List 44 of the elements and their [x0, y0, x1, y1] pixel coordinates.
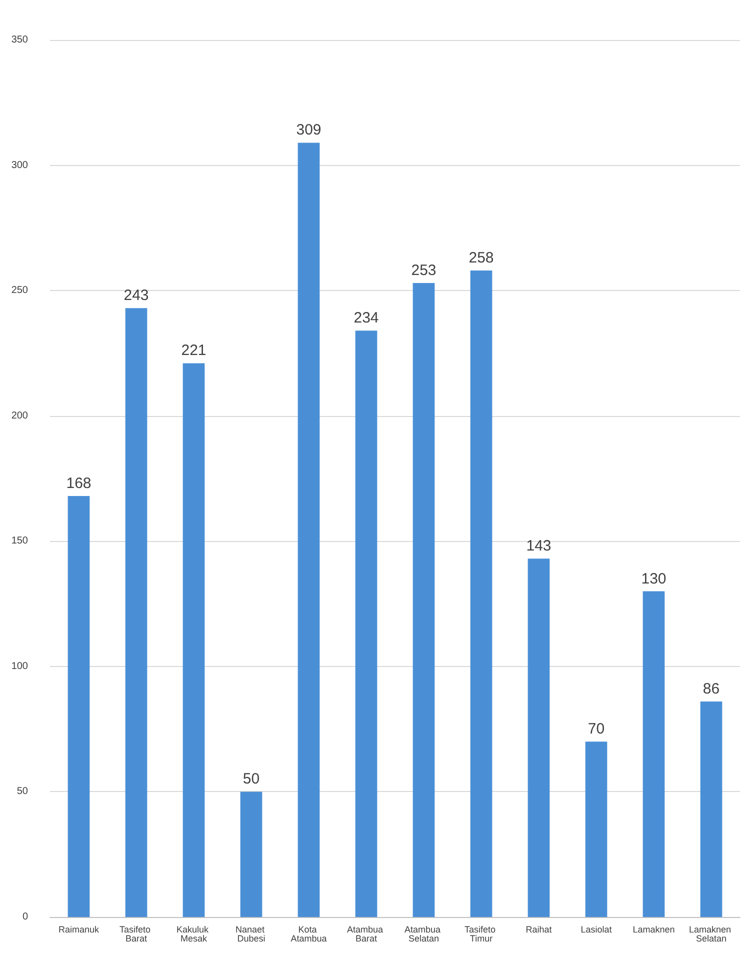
x-tick-label: Lamaknen Selatan — [688, 924, 734, 944]
x-tick-label: Atambua Barat — [346, 924, 386, 944]
y-tick-label: 100 — [11, 660, 28, 672]
x-tick-label: Tasifeto Timur — [464, 924, 498, 944]
data-label: 86 — [702, 680, 720, 698]
bar — [68, 496, 90, 917]
bar — [355, 330, 378, 917]
x-tick-label: Atambua Selatan — [404, 924, 444, 944]
x-tick-label: Lamaknen — [632, 924, 675, 934]
bar — [182, 363, 205, 917]
y-tick-label: 150 — [11, 536, 28, 547]
data-label: 50 — [242, 770, 260, 788]
data-label: 143 — [526, 538, 552, 555]
data-label: 221 — [181, 342, 206, 360]
data-label: 130 — [641, 570, 666, 588]
bar — [528, 558, 550, 917]
y-tick-label: 50 — [16, 786, 28, 798]
bar — [642, 591, 665, 917]
bar — [240, 792, 262, 917]
data-label: 168 — [66, 475, 92, 492]
data-label: 234 — [354, 310, 379, 327]
bar — [585, 742, 608, 917]
data-label: 253 — [411, 262, 436, 280]
x-tick-label: Raimanuk — [58, 924, 100, 934]
x-tick-label: Lasiolat — [580, 924, 612, 934]
bar — [412, 283, 435, 917]
data-label: 70 — [588, 720, 605, 738]
bar — [700, 702, 722, 917]
y-tick-label: 300 — [11, 160, 28, 171]
data-label: 243 — [124, 287, 149, 304]
y-tick-label: 0 — [22, 912, 28, 922]
bar — [125, 308, 148, 917]
bar — [470, 270, 492, 917]
x-tick-label: Kakuluk Mesak — [176, 924, 212, 944]
bar — [298, 142, 320, 917]
x-tick-label: Tasifeto Barat — [119, 924, 154, 944]
x-tick-label: Kota Atambua — [290, 924, 327, 944]
y-tick-label: 250 — [11, 285, 28, 296]
y-tick-label: 350 — [11, 34, 28, 46]
data-label: 309 — [296, 122, 322, 139]
y-tick-label: 200 — [11, 410, 28, 422]
data-label: 258 — [468, 250, 494, 267]
x-tick-label: Nanaet Dubesi — [235, 924, 268, 944]
x-tick-label: Raihat — [526, 924, 552, 934]
